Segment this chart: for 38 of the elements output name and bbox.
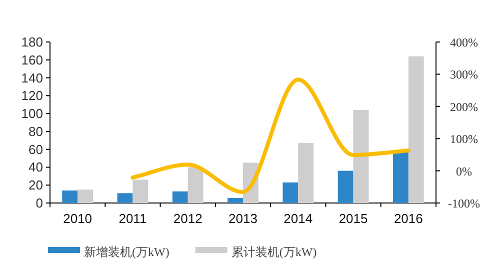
y-tick-label: 60 bbox=[28, 142, 43, 157]
bar bbox=[62, 190, 78, 203]
bar bbox=[338, 170, 354, 203]
x-tick-label: 2011 bbox=[118, 211, 147, 226]
y-tick-label: 180 bbox=[21, 34, 43, 50]
y2-tick-label: 200% bbox=[450, 100, 478, 114]
x-tick-label: 2012 bbox=[173, 211, 202, 226]
y2-tick-label: 0% bbox=[456, 164, 472, 178]
x-tick-label: 2015 bbox=[338, 211, 368, 226]
x-tick-label: 2014 bbox=[284, 211, 313, 226]
y2-tick-label: 100% bbox=[450, 132, 478, 146]
bar bbox=[117, 193, 133, 203]
bar bbox=[132, 180, 148, 203]
line-series bbox=[130, 78, 410, 194]
legend-label: 新增装机(万kW) bbox=[84, 245, 170, 259]
x-tick-label: 2016 bbox=[394, 211, 423, 226]
legend-label: 累计装机(万kW) bbox=[231, 245, 317, 259]
y2-tick-label: 400% bbox=[450, 36, 478, 50]
bar bbox=[282, 182, 298, 203]
x-tick-label: 2010 bbox=[63, 211, 92, 226]
y-tick-label: 80 bbox=[28, 124, 43, 139]
y-tick-label: 160 bbox=[21, 52, 43, 68]
bar bbox=[353, 110, 369, 203]
bar bbox=[188, 167, 204, 203]
y-tick-label: 20 bbox=[28, 178, 43, 193]
bar bbox=[228, 198, 243, 203]
y-tick-label: 140 bbox=[21, 70, 43, 86]
bar bbox=[172, 191, 188, 203]
y-tick-label: 0 bbox=[36, 196, 43, 210]
y-tick-label: 120 bbox=[21, 88, 43, 104]
y-tick-label: 100 bbox=[21, 106, 43, 122]
y2-tick-label: 300% bbox=[450, 68, 478, 82]
y2-tick-label: -100% bbox=[448, 196, 480, 210]
bar bbox=[408, 56, 424, 203]
y-tick-label: 40 bbox=[28, 160, 43, 175]
bar bbox=[78, 190, 94, 203]
bar bbox=[298, 143, 314, 203]
x-tick-label: 2013 bbox=[228, 211, 258, 226]
